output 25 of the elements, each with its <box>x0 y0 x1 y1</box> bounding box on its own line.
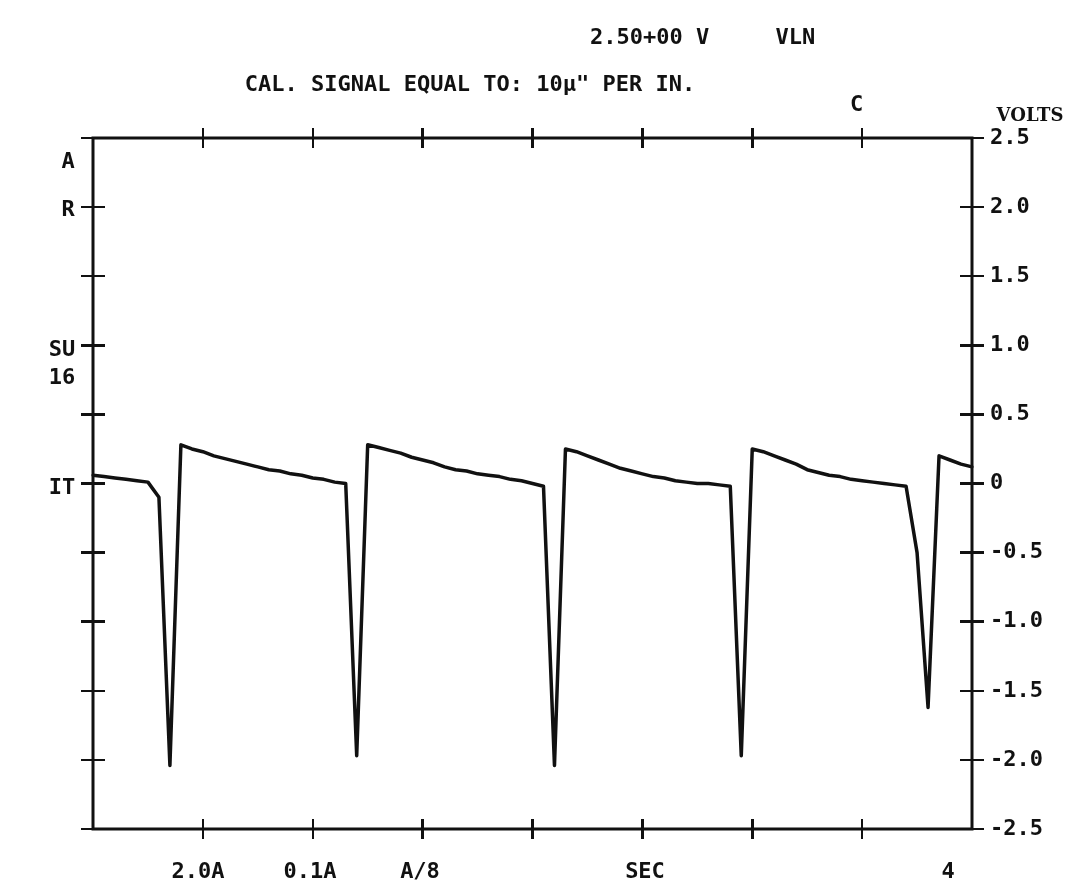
text: 2.0A <box>171 857 225 883</box>
text: IT <box>48 473 76 499</box>
y-tick-label: 0 <box>990 469 1004 495</box>
text: 16 <box>48 363 76 389</box>
y-tick-label: -2.5 <box>990 814 1043 840</box>
y-tick-label: 2.0 <box>990 192 1030 218</box>
y-tick-label: -1.0 <box>990 607 1043 633</box>
text: R <box>61 195 76 221</box>
chart-title: CAL. SIGNAL EQUAL TO: 10µ" PER IN. <box>244 70 696 96</box>
y-tick-label: 1.5 <box>990 261 1030 287</box>
y-tick-label: -1.5 <box>990 676 1043 702</box>
chart-subtitle: 2.50+00 V VLN <box>590 23 816 49</box>
y-axis-title: VOLTS <box>995 103 1064 125</box>
text: 4 <box>941 857 955 883</box>
text: C <box>850 90 864 116</box>
text: SU <box>48 335 76 361</box>
text: 0.1A <box>283 857 337 883</box>
y-tick-label: -2.0 <box>990 745 1043 771</box>
text: A/8 <box>400 857 440 883</box>
y-tick-label: 2.5 <box>990 123 1030 149</box>
y-tick-label: 0.5 <box>990 400 1030 426</box>
text: SEC <box>625 857 665 883</box>
y-tick-label: 1.0 <box>990 331 1030 357</box>
y-tick-label: -0.5 <box>990 538 1043 564</box>
text: A <box>61 147 75 173</box>
